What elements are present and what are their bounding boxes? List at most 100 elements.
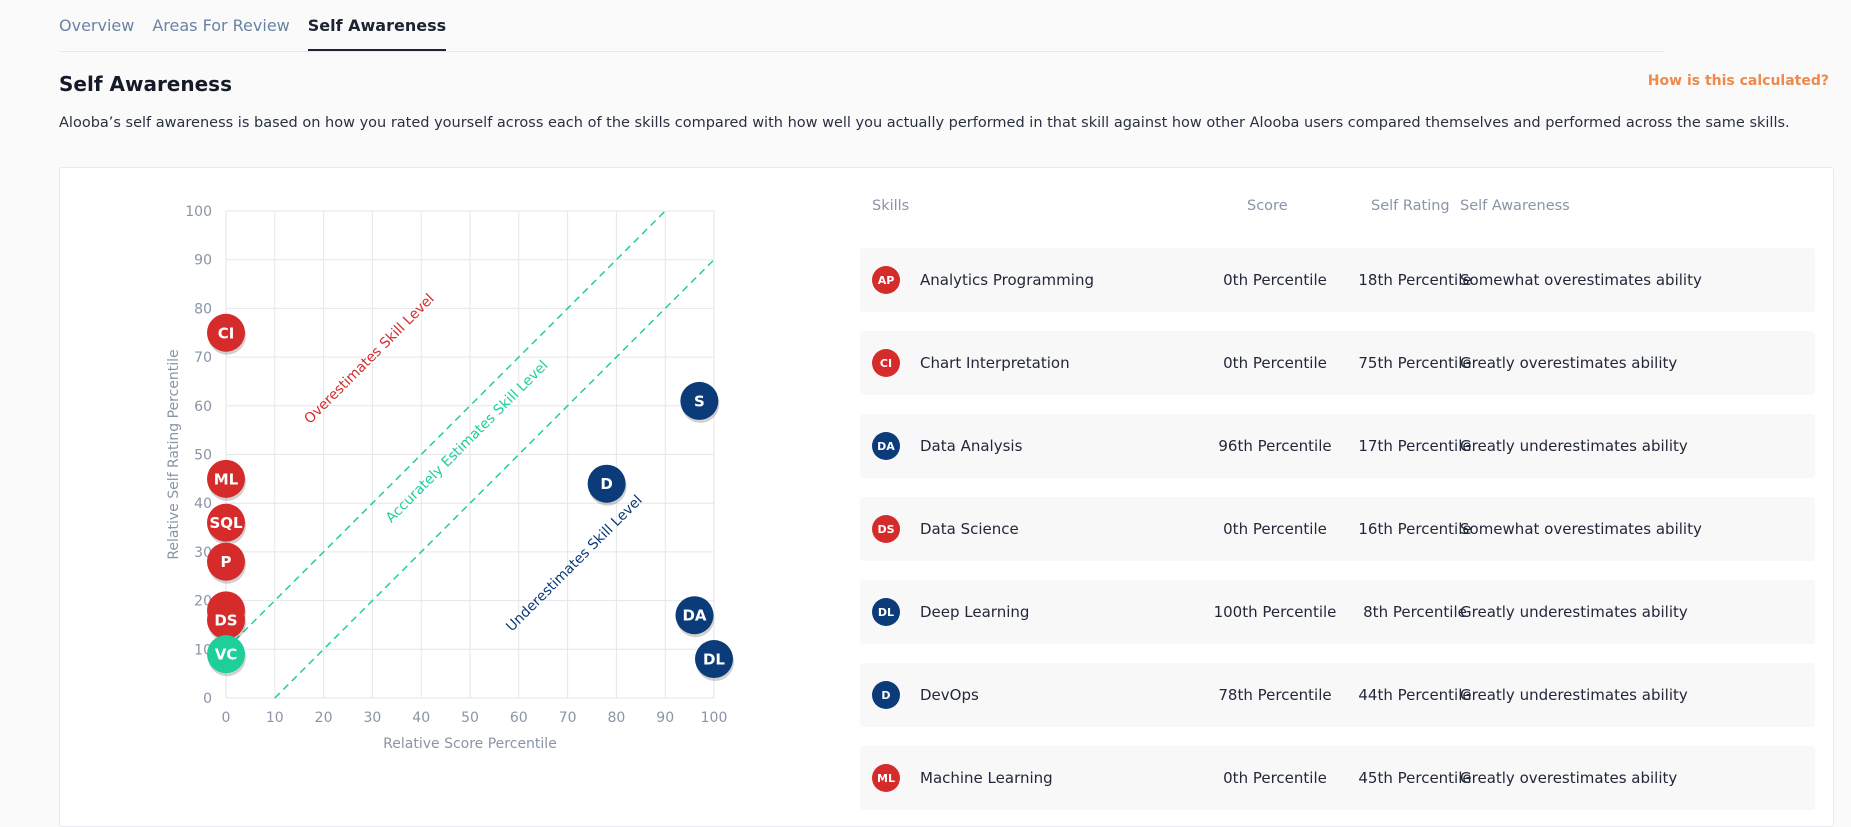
skill-self-rating: 75th Percentile (1358, 354, 1472, 372)
data-point-label: VC (215, 646, 238, 664)
skill-self-rating: 17th Percentile (1358, 437, 1472, 455)
data-point-marker (695, 640, 733, 679)
skill-self-rating: 8th Percentile (1363, 603, 1467, 621)
skill-name: DevOps (920, 686, 979, 704)
header-skills: Skills (872, 198, 910, 214)
data-point-label: ML (214, 470, 239, 488)
skill-name: Machine Learning (920, 769, 1053, 787)
data-point-marker (207, 542, 245, 581)
y-tick-label: 80 (194, 301, 212, 317)
data-point-marker (207, 635, 245, 674)
page-title: Self Awareness (59, 72, 232, 96)
data-point: D (587, 464, 627, 506)
skill-self-awareness: Greatly overestimates ability (1460, 769, 1678, 787)
y-axis-title: Relative Self Rating Percentile (166, 349, 182, 559)
data-point-marker (587, 464, 626, 503)
y-tick-label: 20 (194, 594, 212, 610)
y-tick-label: 100 (185, 204, 212, 220)
skill-badge: CI (872, 349, 900, 377)
table-row: D DevOps 78th Percentile 44th Percentile Gre… (860, 663, 1815, 727)
table-row: DS Data Science 0th Percentile 16th Percent… (860, 497, 1815, 561)
data-point: P (207, 542, 246, 584)
y-tick-label: 40 (194, 496, 212, 512)
skill-badge: DL (872, 598, 900, 626)
data-point-marker (207, 503, 245, 542)
data-point: ML (207, 459, 246, 501)
skill-badge: ML (872, 764, 900, 792)
skill-self-awareness: Greatly underestimates ability (1460, 686, 1688, 704)
x-tick-label: 10 (266, 710, 284, 726)
table-row: DL Deep Learning 100th Percentile 8th Perce… (860, 580, 1815, 644)
data-point-label: DL (703, 651, 725, 669)
accuracy-band-lower-line (274, 259, 715, 699)
skill-score: 0th Percentile (1223, 520, 1327, 538)
x-tick-label: 0 (222, 710, 231, 726)
annotation-underestimates: Underestimates Skill Level (503, 492, 645, 634)
x-tick-label: 30 (363, 710, 381, 726)
data-point: DA (675, 596, 715, 638)
data-point-marker (675, 596, 714, 635)
skill-name: Data Science (920, 520, 1019, 538)
data-point: SQL (207, 503, 246, 545)
plot-area-border (225, 210, 715, 699)
skill-name: Analytics Programming (920, 271, 1094, 289)
tab-overview[interactable]: Overview (59, 16, 135, 35)
skill-name: Data Analysis (920, 437, 1023, 455)
table-row: AP Analytics Programming 0th Percentile 18t… (860, 248, 1815, 312)
annotation-accurately-estimates: Accurately Estimates Skill Level (383, 358, 552, 527)
tab-self-awareness[interactable]: Self Awareness (307, 16, 447, 51)
y-tick-label: 50 (194, 448, 212, 464)
data-point-label: P (221, 553, 232, 571)
x-tick-label: 50 (461, 710, 479, 726)
accuracy-band-upper-line (225, 210, 666, 650)
skill-self-rating: 44th Percentile (1358, 686, 1472, 704)
data-point-marker (680, 381, 719, 420)
annotation-overestimates: Overestimates Skill Level (301, 291, 437, 427)
tab-areas-for-review[interactable]: Areas For Review (152, 16, 290, 35)
data-point: DL (695, 640, 734, 682)
x-tick-label: 80 (607, 710, 625, 726)
data-point-marker (207, 459, 245, 498)
data-point: VC (207, 635, 246, 677)
skill-name: Chart Interpretation (920, 354, 1070, 372)
skill-self-rating: 18th Percentile (1358, 271, 1472, 289)
x-tick-label: 20 (315, 710, 333, 726)
skill-badge: DS (872, 515, 900, 543)
x-tick-label: 90 (656, 710, 674, 726)
x-tick-label: 70 (559, 710, 577, 726)
skill-self-rating: 16th Percentile (1358, 520, 1472, 538)
skill-self-awareness: Somewhat overestimates ability (1460, 520, 1702, 538)
header-self-rating: Self Rating (1371, 198, 1450, 214)
skill-self-awareness: Somewhat overestimates ability (1460, 271, 1702, 289)
data-point-marker (207, 601, 245, 640)
y-tick-label: 90 (194, 253, 212, 269)
skill-score: 100th Percentile (1213, 603, 1337, 621)
data-point: CI (207, 313, 246, 355)
table-row: CI Chart Interpretation 0th Percentile 75th… (860, 331, 1815, 395)
skill-score: 0th Percentile (1223, 769, 1327, 787)
skill-badge: AP (872, 266, 900, 294)
y-tick-label: 0 (203, 691, 212, 707)
skill-self-rating: 45th Percentile (1358, 769, 1472, 787)
y-tick-label: 30 (194, 545, 212, 561)
y-tick-label: 70 (194, 350, 212, 366)
header-self-awareness: Self Awareness (1460, 198, 1570, 214)
y-tick-label: 60 (194, 399, 212, 415)
skill-badge: DA (872, 432, 900, 460)
skill-self-awareness: Greatly underestimates ability (1460, 603, 1688, 621)
table-header: Skills Score Self Rating Self Awareness (860, 198, 1815, 218)
page-description: Alooba’s self awareness is based on how … (59, 115, 1790, 131)
chart-grid (225, 210, 715, 699)
skill-score: 78th Percentile (1218, 686, 1332, 704)
header-score: Score (1247, 198, 1288, 214)
data-point-label: DA (682, 607, 706, 625)
skill-score: 0th Percentile (1223, 354, 1327, 372)
x-axis-title: Relative Score Percentile (383, 736, 557, 752)
table-row: DA Data Analysis 96th Percentile 17th Perce… (860, 414, 1815, 478)
data-point-label: SQL (209, 514, 243, 532)
table-row: ML Machine Learning 0th Percentile 45th Per… (860, 746, 1815, 810)
data-point-marker (207, 313, 245, 352)
data-point-label: D (600, 475, 612, 493)
how-calculated-link[interactable]: How is this calculated? (1647, 73, 1829, 89)
x-tick-label: 100 (701, 710, 728, 726)
